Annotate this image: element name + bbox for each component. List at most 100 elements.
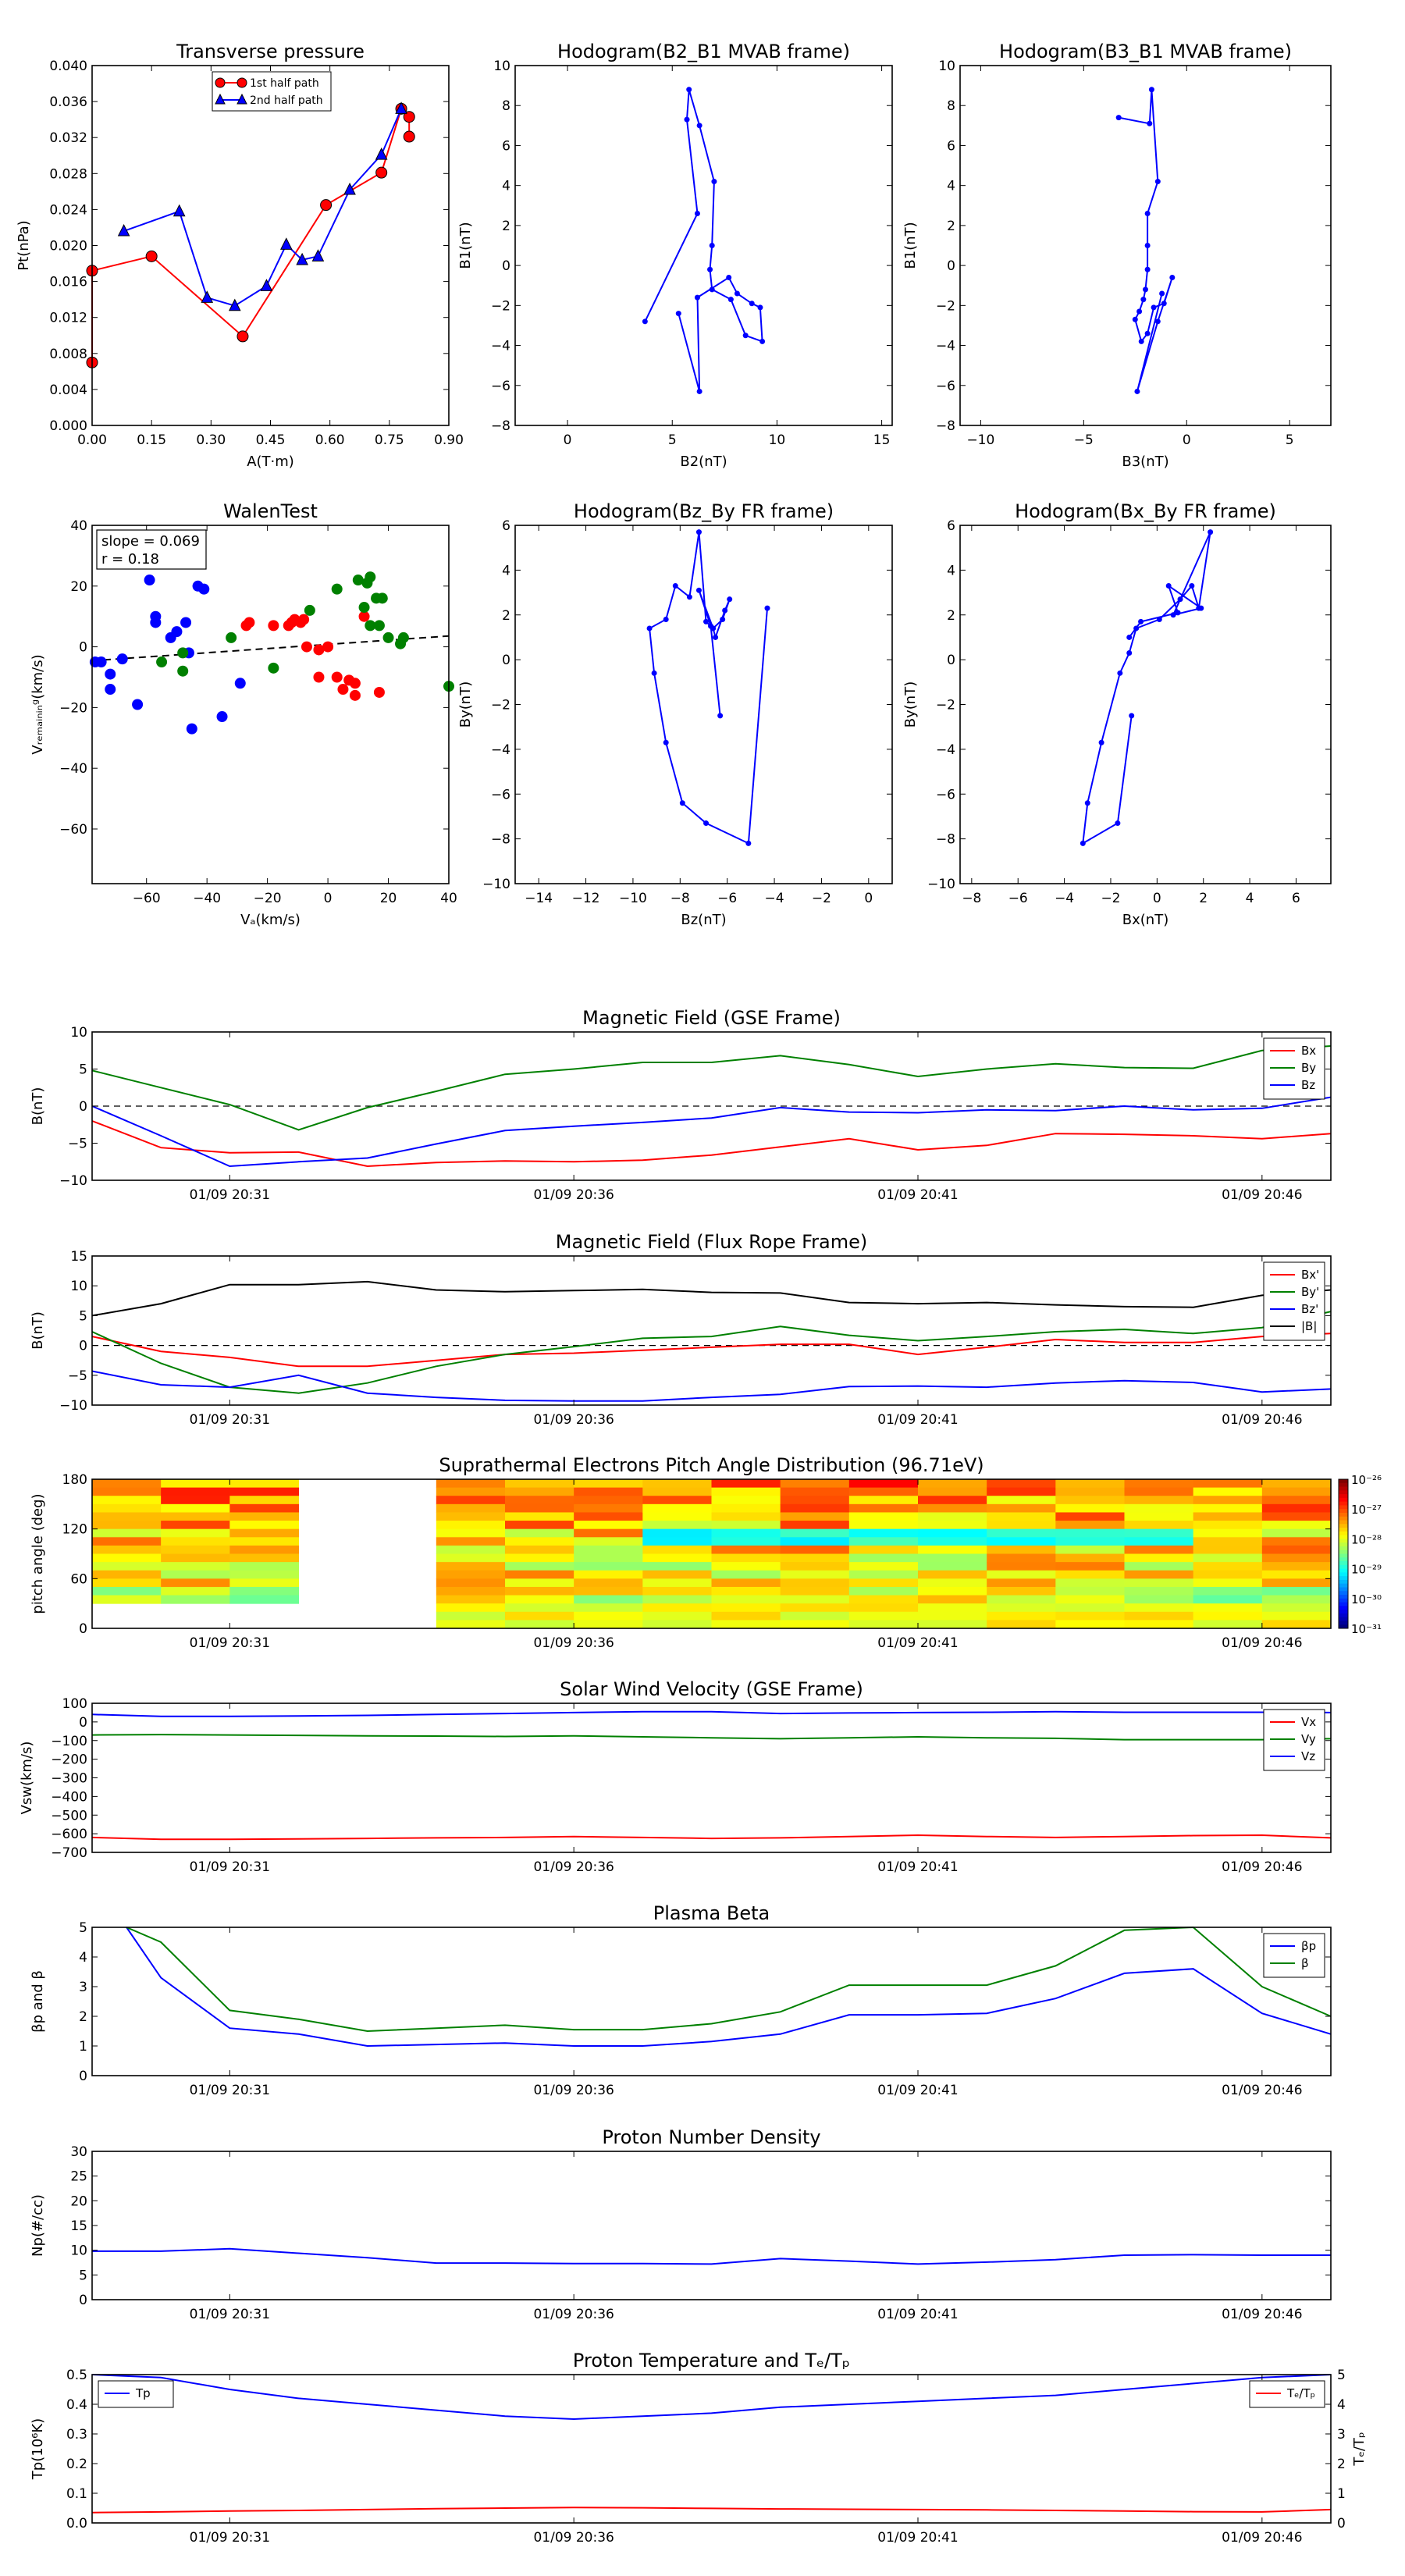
x-tick-label: 01/09 20:46: [1222, 2307, 1302, 2322]
heatmap-cell: [918, 1611, 987, 1621]
y-tick-label: 0: [502, 653, 510, 668]
y-tick-label: −8: [491, 832, 510, 848]
heatmap-cell: [780, 1528, 850, 1538]
heatmap-cell: [161, 1562, 230, 1571]
heatmap-cell: [711, 1570, 781, 1579]
hodogram-point: [1084, 800, 1090, 806]
heatmap-cell: [1193, 1578, 1263, 1588]
y-tick-label: 3: [1337, 2427, 1346, 2443]
colorbar-segment: [1339, 1579, 1348, 1585]
scatter-point-red: [337, 684, 349, 696]
plot-frame: [91, 1703, 1332, 1853]
heatmap-cell: [1055, 1503, 1125, 1513]
legend-box: [212, 71, 332, 112]
heatmap-cell: [161, 1512, 230, 1521]
heatmap-cell: [574, 1611, 643, 1621]
plot-frame: [91, 1478, 1332, 1629]
legend-label: Bz': [1301, 1302, 1318, 1316]
heatmap-cell: [574, 1503, 643, 1513]
series-line-1: [91, 2507, 1332, 2514]
heatmap-cell: [229, 1512, 299, 1521]
series-line-0: [126, 1927, 1332, 2048]
colorbar-segment: [1339, 1602, 1348, 1606]
series-line-1: [126, 1926, 1332, 2033]
hodogram-point: [1175, 610, 1181, 616]
colorbar-segment: [1339, 1505, 1348, 1510]
plot-frame: [91, 1255, 1332, 1406]
y-tick-label: −10: [59, 1398, 87, 1414]
heatmap-cell: [574, 1620, 643, 1629]
x-tick-label: −4: [1055, 891, 1074, 906]
heatmap-cell: [505, 1611, 574, 1621]
heatmap-cell: [1261, 1611, 1332, 1621]
y-tick-label: −6: [936, 379, 955, 394]
heatmap-cell: [1261, 1586, 1332, 1596]
x-tick-label: 01/09 20:36: [533, 1859, 614, 1875]
heatmap-cell: [1261, 1487, 1332, 1496]
data-point-circle: [403, 111, 415, 123]
chart-title: Magnetic Field (Flux Rope Frame): [556, 1231, 867, 1253]
data-point-triangle: [311, 249, 325, 262]
heatmap-cell: [642, 1611, 712, 1621]
colorbar-segment: [1339, 1509, 1348, 1514]
heatmap-cell: [92, 1528, 162, 1538]
series-line-1: [91, 1045, 1332, 1131]
y-tick-label: 0: [947, 653, 955, 668]
hodogram-point: [709, 286, 715, 293]
y-tick-label: −10: [59, 1173, 87, 1189]
x-tick-label: −40: [193, 891, 221, 906]
y-tick-label: 3: [79, 1980, 87, 1995]
colorbar-segment: [1339, 1595, 1348, 1599]
hodogram-point: [764, 605, 770, 611]
heatmap-cell: [574, 1570, 643, 1579]
colorbar-label: 10⁻³¹: [1351, 1622, 1382, 1636]
y-tick-label: −200: [51, 1752, 87, 1768]
scatter-point-blue: [105, 668, 116, 680]
heatmap-cell: [711, 1611, 781, 1621]
y-tick-label: −700: [51, 1845, 87, 1861]
heatmap-cell: [642, 1528, 712, 1538]
heatmap-cell: [1193, 1620, 1263, 1629]
x-tick-label: −6: [717, 891, 737, 906]
heatmap-cell: [436, 1512, 506, 1521]
hodogram-point: [749, 301, 755, 307]
hodogram-line: [644, 89, 763, 392]
scatter-point-red: [343, 674, 355, 686]
colorbar-segment: [1339, 1482, 1348, 1488]
heatmap-cell: [1055, 1553, 1125, 1563]
heatmap-cell: [1261, 1521, 1332, 1530]
chart-title: Proton Number Density: [602, 2126, 820, 2148]
heatmap-cell: [1124, 1620, 1194, 1629]
heatmap-cell: [987, 1578, 1056, 1588]
heatmap-cell: [918, 1521, 987, 1530]
heatmap-cell: [1124, 1496, 1194, 1505]
heatmap-cell: [1193, 1537, 1263, 1546]
colorbar-segment: [1339, 1535, 1348, 1539]
colorbar-segment: [1339, 1564, 1348, 1570]
chart-title: Plasma Beta: [653, 1902, 770, 1924]
data-point-triangle: [260, 279, 273, 291]
heatmap-cell: [505, 1479, 574, 1489]
hodogram-point: [696, 388, 702, 394]
hodogram-point: [1080, 840, 1086, 846]
x-axis-label: Bz(nT): [681, 912, 726, 928]
colorbar-label: 10⁻³⁰: [1351, 1592, 1382, 1606]
heatmap-cell: [711, 1620, 781, 1629]
heatmap-cell: [780, 1553, 850, 1563]
legend-label: Vy: [1301, 1732, 1316, 1746]
hodogram-point: [695, 529, 702, 535]
x-tick-label: 0.15: [137, 432, 166, 448]
heatmap-cell: [161, 1521, 230, 1530]
x-tick-label: 01/09 20:31: [190, 1859, 270, 1875]
y-tick-label: 0: [79, 1715, 87, 1731]
x-tick-label: 0: [1183, 432, 1191, 448]
hodogram-point: [663, 616, 669, 622]
heatmap-cell: [436, 1562, 506, 1571]
y-tick-label: 10: [493, 59, 510, 74]
colorbar-segment: [1339, 1557, 1348, 1562]
x-tick-label: 6: [1292, 891, 1300, 906]
hodogram-point: [1161, 301, 1167, 307]
scatter-point-green: [358, 602, 370, 614]
legend-label: Bx': [1301, 1268, 1319, 1282]
heatmap-cell: [505, 1578, 574, 1588]
